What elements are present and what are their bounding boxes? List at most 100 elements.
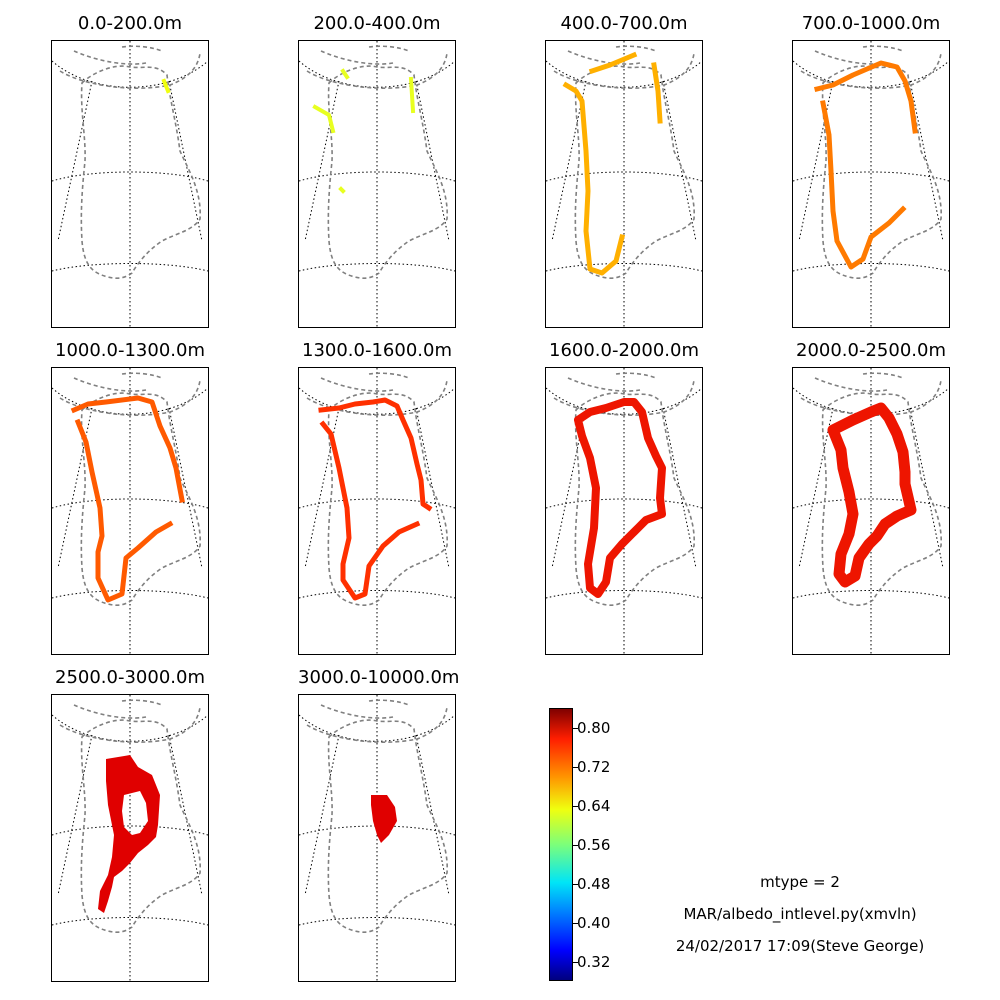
timestamp-note: 24/02/2017 17:09(Steve George)	[675, 937, 925, 955]
graticule-line	[793, 60, 949, 88]
panel-title: 400.0-700.0m	[560, 13, 688, 34]
colorbar-tick-label: 0.40	[577, 913, 611, 932]
greenland-map	[298, 367, 456, 655]
map-canvas	[546, 368, 702, 654]
graticule-line	[52, 714, 208, 742]
colorbar-tick-label: 0.72	[577, 757, 611, 776]
graticule-line	[299, 714, 455, 742]
colorbar-tick-label: 0.80	[577, 718, 611, 737]
map-panel-4: 700.0-1000.0m	[792, 13, 950, 328]
greenland-map	[51, 367, 209, 655]
graticule-line	[415, 407, 450, 569]
colorbar-tick-label: 0.56	[577, 835, 611, 854]
colorbar-tick	[573, 922, 578, 924]
graticule-line	[909, 407, 944, 569]
albedo-band	[70, 395, 185, 603]
greenland-map	[298, 40, 456, 328]
graticule-line	[57, 407, 93, 569]
albedo-band	[813, 60, 918, 270]
albedo-band	[312, 68, 416, 194]
panel-title: 1600.0-2000.0m	[549, 340, 699, 361]
colorbar-tick	[573, 844, 578, 846]
arctic-coast	[59, 699, 201, 743]
albedo-band	[827, 402, 917, 588]
graticule-line	[551, 407, 587, 569]
graticule-line	[299, 387, 455, 415]
graticule-line	[415, 734, 450, 896]
map-canvas	[299, 695, 455, 981]
colorbar-tick-label: 0.48	[577, 874, 611, 893]
graticule-line	[299, 60, 455, 88]
graticule-line	[57, 734, 93, 896]
graticule-line	[546, 263, 702, 272]
arctic-coast	[800, 372, 942, 416]
graticule-line	[793, 590, 949, 599]
greenland-map	[545, 367, 703, 655]
colorbar-tick-label: 0.64	[577, 796, 611, 815]
map-panel-3: 400.0-700.0m	[545, 13, 703, 328]
graticule-line	[546, 387, 702, 415]
graticule-line	[52, 917, 208, 926]
graticule-line	[662, 80, 697, 242]
graticule-line	[168, 407, 203, 569]
greenland-map	[792, 367, 950, 655]
colorbar-tick-label: 0.32	[577, 952, 611, 971]
colorbar-tick	[573, 766, 578, 768]
panel-title: 1300.0-1600.0m	[302, 340, 452, 361]
graticule-line	[793, 263, 949, 272]
graticule-line	[52, 590, 208, 599]
albedo-area	[98, 755, 160, 913]
map-panel-2: 200.0-400.0m	[298, 13, 456, 328]
panel-title: 1000.0-1300.0m	[55, 340, 205, 361]
map-canvas	[52, 41, 208, 327]
greenland-map	[298, 694, 456, 982]
arctic-coast	[306, 699, 448, 743]
graticule-line	[415, 80, 450, 242]
graticule-line	[299, 590, 455, 599]
albedo-band	[574, 398, 666, 598]
graticule-line	[52, 60, 208, 88]
map-canvas	[52, 368, 208, 654]
map-canvas	[52, 695, 208, 981]
map-panel-1: 0.0-200.0m	[51, 13, 209, 328]
graticule-line	[546, 60, 702, 88]
arctic-coast	[553, 372, 695, 416]
graticule-line	[546, 590, 702, 599]
greenland-map	[792, 40, 950, 328]
colorbar-tick	[573, 727, 578, 729]
albedo-area	[371, 795, 397, 843]
colorbar-tick	[573, 883, 578, 885]
graticule-line	[304, 80, 340, 242]
colorbar-tick	[573, 805, 578, 807]
graticule-line	[299, 917, 455, 926]
map-panel-8: 2000.0-2500.0m	[792, 340, 950, 655]
albedo-band	[562, 51, 663, 276]
graticule-line	[299, 263, 455, 272]
map-canvas	[546, 41, 702, 327]
greenland-map	[51, 40, 209, 328]
panel-title: 3000.0-10000.0m	[298, 667, 460, 688]
map-panel-10: 3000.0-10000.0m	[298, 667, 459, 982]
graticule-line	[57, 80, 93, 242]
graticule-line	[168, 734, 203, 896]
graticule-line	[662, 407, 697, 569]
panel-title: 200.0-400.0m	[313, 13, 441, 34]
graticule-line	[798, 407, 834, 569]
albedo-band	[161, 78, 171, 94]
graticule-line	[52, 387, 208, 415]
map-canvas	[299, 41, 455, 327]
graticule-line	[304, 734, 340, 896]
albedo-band	[318, 397, 433, 601]
graticule-line	[909, 80, 944, 242]
map-panel-5: 1000.0-1300.0m	[51, 340, 209, 655]
map-canvas	[793, 368, 949, 654]
greenland-map	[51, 694, 209, 982]
graticule-line	[304, 407, 340, 569]
graticule-line	[798, 80, 834, 242]
map-canvas	[793, 41, 949, 327]
map-canvas	[299, 368, 455, 654]
colorbar-gradient	[549, 708, 573, 981]
panel-title: 2500.0-3000.0m	[55, 667, 205, 688]
graticule-line	[168, 80, 203, 242]
map-panel-7: 1600.0-2000.0m	[545, 340, 703, 655]
